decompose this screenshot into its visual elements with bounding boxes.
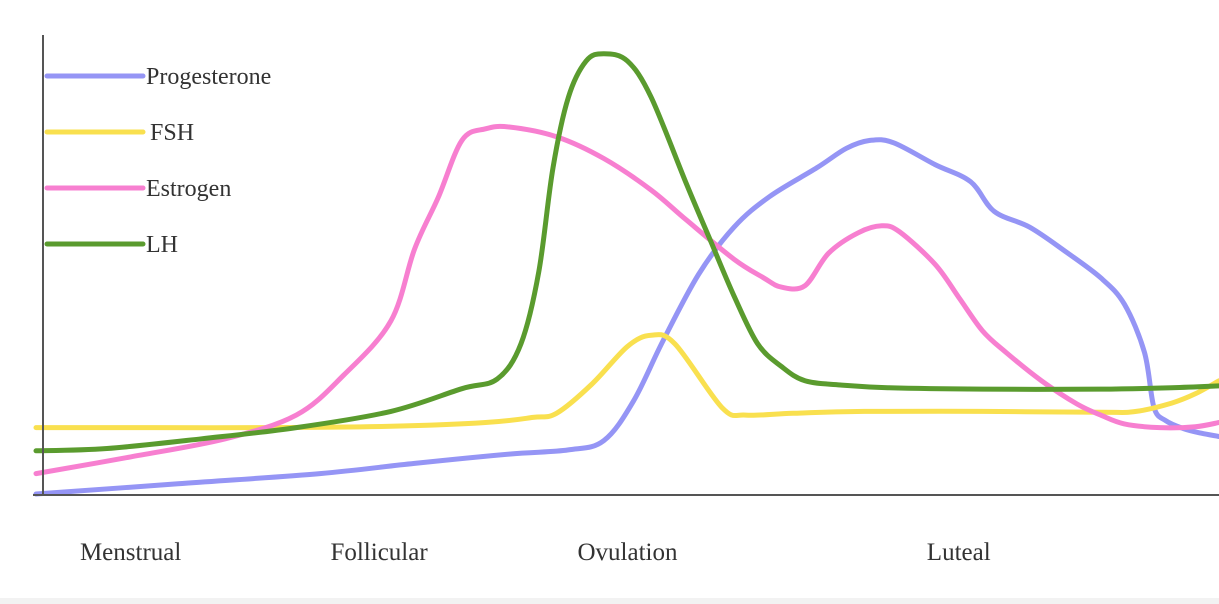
legend: Progesterone FSH Estrogen LH — [44, 64, 271, 258]
bottom-divider — [0, 598, 1219, 604]
legend-item-lh: LH — [44, 232, 178, 258]
legend-label: FSH — [150, 120, 194, 146]
legend-label: LH — [146, 232, 178, 258]
phase-label-menstrual: Menstrual — [80, 539, 181, 566]
phase-label-ovulation: Ovulation — [578, 539, 678, 566]
series-line-progesterone — [33, 137, 1219, 497]
legend-label: Progesterone — [146, 64, 271, 90]
legend-label: Estrogen — [146, 176, 231, 202]
legend-item-fsh: FSH — [44, 120, 194, 146]
series-line-lh — [33, 51, 1219, 454]
legend-item-estrogen: Estrogen — [44, 176, 231, 202]
series-line-fsh — [33, 332, 1219, 431]
phase-label-follicular: Follicular — [330, 539, 428, 566]
phase-labels: Menstrual Follicular Ovulation Luteal — [80, 539, 991, 566]
phase-label-luteal: Luteal — [927, 539, 991, 566]
series-layer — [33, 51, 1219, 497]
axes — [33, 35, 1219, 496]
legend-item-progesterone: Progesterone — [44, 64, 271, 90]
